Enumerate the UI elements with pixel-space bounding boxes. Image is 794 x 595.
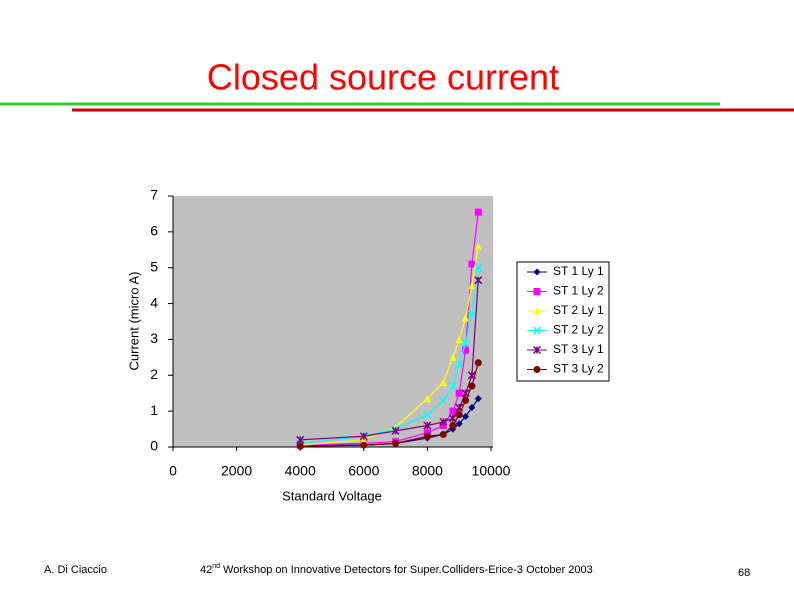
series-line (300, 280, 479, 441)
ordinal-suffix: nd (212, 563, 220, 570)
point (296, 435, 305, 444)
point (462, 346, 470, 354)
legend-label: ST 3 Ly 2 (553, 362, 604, 376)
slide-title: Closed source current (207, 57, 559, 98)
point (462, 413, 470, 421)
point (423, 432, 431, 440)
point (468, 282, 476, 290)
point (439, 378, 447, 386)
y-tick-label: 6 (150, 223, 158, 239)
point (474, 395, 482, 403)
y-tick-label: 5 (150, 258, 158, 274)
point (423, 429, 431, 437)
footer-event: 42nd Workshop on Innovative Detectors for… (200, 563, 593, 576)
legend-label: ST 1 Ly 1 (553, 264, 604, 278)
point (449, 407, 457, 415)
y-tick-label: 3 (150, 330, 158, 346)
point (474, 263, 483, 272)
legend-label: ST 2 Ly 2 (553, 323, 604, 337)
series-line (300, 267, 479, 445)
series-line (300, 362, 479, 447)
ordinal: 42 (200, 564, 212, 576)
point (449, 353, 457, 361)
footer-author: A. Di Ciaccio (44, 564, 107, 576)
point (474, 242, 482, 250)
x-axis-label: Standard Voltage (282, 488, 382, 503)
legend-label: ST 3 Ly 1 (553, 342, 604, 356)
legend-box (516, 261, 610, 382)
point (474, 276, 483, 285)
point (467, 310, 476, 319)
point (462, 396, 470, 404)
x-tick-label: 2000 (221, 463, 252, 479)
point (468, 404, 476, 412)
point (455, 360, 464, 369)
x-tick-label: 8000 (412, 463, 443, 479)
point (455, 389, 463, 397)
point (455, 411, 463, 419)
y-tick-label: 2 (150, 366, 158, 382)
x-tick-label: 6000 (348, 463, 379, 479)
legend-label: ST 1 Ly 2 (553, 284, 604, 298)
point (474, 359, 482, 367)
y-tick-label: 1 (150, 402, 158, 418)
point (423, 395, 431, 403)
point (360, 441, 368, 449)
point (449, 421, 457, 429)
series-line (300, 212, 479, 446)
point (391, 426, 400, 435)
chart: 0 1 2 3 4 5 6 7 0 2000 4000 6000 8000 10000 Standard V… (126, 187, 610, 503)
y-tick-label: 4 (150, 294, 158, 310)
point (461, 338, 470, 348)
point (439, 421, 447, 429)
x-tick-label: 10000 (472, 463, 511, 479)
y-tick-label: 7 (150, 187, 158, 203)
point (423, 421, 432, 430)
point (474, 208, 482, 216)
point (439, 417, 448, 426)
point (360, 436, 368, 444)
point (296, 442, 304, 450)
point (439, 430, 447, 438)
point (462, 314, 470, 322)
point (455, 420, 463, 428)
point (468, 382, 476, 390)
x-tick-label: 0 (169, 463, 177, 479)
event: Workshop on Innovative Detectors for Sup… (223, 564, 593, 576)
x-tick-label: 4000 (285, 463, 316, 479)
point (455, 335, 463, 343)
point (448, 382, 457, 391)
point (439, 396, 448, 405)
plot-area (173, 196, 493, 447)
point (392, 439, 400, 447)
legend-label: ST 2 Ly 1 (553, 303, 604, 317)
point (423, 410, 432, 419)
page-number: 68 (738, 567, 750, 579)
point (359, 432, 368, 441)
y-axis-label: Current (micro A) (126, 272, 141, 371)
y-tick-label: 0 (150, 438, 158, 454)
point (468, 260, 476, 268)
